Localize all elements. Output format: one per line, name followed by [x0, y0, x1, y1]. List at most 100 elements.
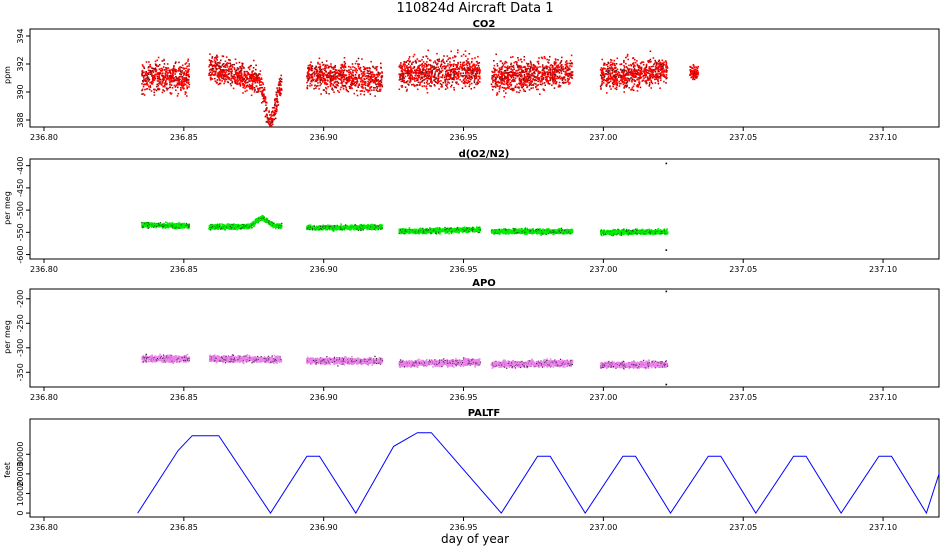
co2-point — [539, 93, 541, 95]
co2-point-edge — [513, 73, 515, 75]
co2-point — [560, 72, 563, 75]
co2-point-edge — [519, 80, 521, 82]
co2-point — [141, 69, 144, 72]
co2-point — [219, 71, 222, 74]
co2-point — [603, 76, 605, 79]
co2-point-edge — [370, 71, 372, 73]
co2-point-edge — [316, 71, 318, 73]
co2-point-edge — [405, 86, 407, 88]
co2-point-edge — [339, 70, 341, 72]
co2-point — [315, 78, 318, 80]
co2-point-edge — [161, 60, 163, 62]
co2-point-edge — [255, 69, 257, 71]
co2-point — [461, 66, 463, 69]
co2-point-edge — [280, 77, 282, 79]
co2-point — [236, 83, 239, 85]
co2-point — [359, 93, 362, 95]
co2-point — [258, 78, 261, 80]
co2-point — [559, 62, 561, 65]
co2-point-edge — [217, 62, 219, 64]
co2-point — [553, 61, 556, 63]
co2-point — [171, 76, 173, 78]
co2-point-edge — [234, 82, 236, 84]
co2-point — [332, 78, 335, 80]
co2-point — [321, 76, 324, 79]
co2-point-edge — [233, 74, 235, 76]
co2-point — [228, 68, 230, 71]
co2-point — [141, 83, 143, 85]
co2-point-edge — [230, 79, 232, 81]
co2-point-edge — [215, 63, 217, 65]
co2-point — [427, 77, 429, 79]
co2-point — [508, 83, 511, 85]
co2-point — [475, 75, 477, 78]
co2-point-edge — [163, 90, 165, 92]
co2-point-edge — [365, 84, 367, 86]
co2-point — [404, 69, 406, 72]
co2-point — [431, 82, 433, 84]
co2-point-edge — [548, 72, 550, 73]
co2-point — [356, 78, 358, 80]
co2-point-edge — [312, 80, 314, 81]
co2-point-edge — [141, 93, 143, 95]
co2-point-edge — [341, 77, 342, 79]
co2-point — [173, 68, 175, 71]
co2-point — [216, 59, 218, 61]
co2-point — [544, 71, 547, 74]
co2-point-edge — [318, 75, 319, 77]
co2-point — [146, 81, 148, 83]
co2-point — [504, 72, 507, 74]
co2-point — [417, 67, 420, 70]
co2-point — [166, 89, 168, 91]
co2-point — [142, 93, 145, 95]
co2-point — [348, 69, 350, 72]
co2-point — [172, 73, 174, 76]
co2-point — [349, 71, 352, 73]
co2-point — [371, 71, 374, 74]
co2-point — [166, 74, 169, 76]
co2-point-edge — [560, 67, 562, 68]
co2-point — [564, 71, 567, 73]
co2-point — [340, 82, 342, 84]
co2-point-edge — [512, 79, 514, 81]
co2-point — [185, 76, 187, 79]
co2-point — [536, 67, 538, 70]
co2-point-edge — [370, 76, 372, 78]
co2-point-edge — [323, 77, 324, 79]
co2-point — [446, 73, 448, 76]
co2-point — [400, 70, 403, 72]
co2-point — [141, 73, 143, 76]
co2-point — [404, 75, 407, 78]
co2-point-edge — [157, 88, 159, 90]
co2-point — [520, 84, 522, 87]
co2-point — [314, 80, 317, 83]
co2-point-edge — [360, 67, 361, 69]
co2-point — [225, 78, 228, 81]
co2-point-edge — [311, 66, 313, 67]
co2-point — [235, 62, 238, 64]
co2-point — [400, 67, 402, 69]
co2-point-edge — [492, 89, 494, 91]
co2-point — [237, 73, 239, 75]
co2-point — [422, 64, 424, 67]
co2-point — [273, 112, 276, 114]
co2-point-edge — [324, 79, 326, 81]
co2-point — [615, 71, 617, 73]
co2-point — [187, 70, 190, 73]
co2-point-edge — [232, 64, 234, 66]
co2-point-edge — [621, 63, 623, 65]
co2-point — [418, 76, 420, 78]
co2-point — [419, 68, 422, 71]
co2-point — [248, 68, 251, 71]
co2-point — [245, 86, 248, 88]
co2-point — [321, 71, 324, 73]
co2-point — [258, 88, 261, 90]
co2-point — [178, 84, 180, 86]
co2-point — [561, 56, 563, 59]
co2-point-edge — [519, 77, 521, 79]
co2-point — [160, 67, 163, 70]
co2-point-edge — [379, 80, 381, 82]
co2-point — [322, 72, 324, 75]
co2-point — [260, 102, 263, 104]
co2-point-edge — [278, 84, 280, 86]
